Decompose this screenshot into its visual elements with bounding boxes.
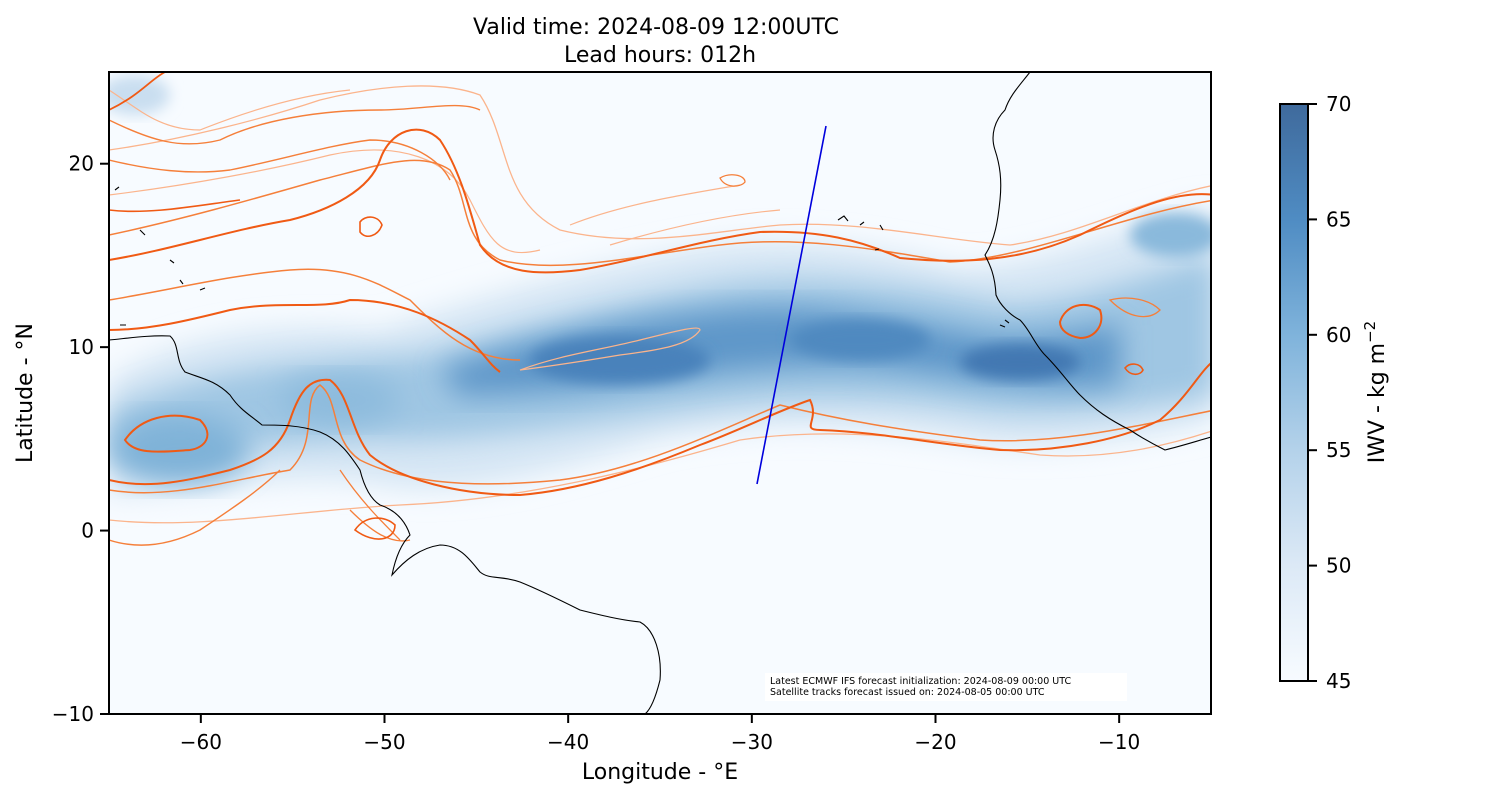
colorbar-tick-label: 50 xyxy=(1326,554,1351,578)
colorbar-tick-label: 60 xyxy=(1326,323,1351,347)
x-tick-label: −60 xyxy=(180,730,222,754)
annotation-box: Latest ECMWF IFS forecast initialization… xyxy=(765,673,1127,701)
map-panel: Latest ECMWF IFS forecast initialization… xyxy=(108,71,1212,715)
colorbar-gradient xyxy=(1279,103,1309,682)
y-axis-label: Latitude - °N xyxy=(13,323,38,463)
iwv-field xyxy=(109,75,1211,495)
colorbar-label-text: IWV - kg m xyxy=(1365,343,1390,463)
colorbar-label: IWV - kg m−2 xyxy=(1361,321,1390,463)
colorbar-label-superscript: −2 xyxy=(1361,321,1379,343)
colorbar-ticks: 45 50 55 60 65 70 xyxy=(1308,92,1351,693)
y-tick-label: 10 xyxy=(69,335,94,359)
x-tick-label: −10 xyxy=(1098,730,1140,754)
x-tick-label: −30 xyxy=(731,730,773,754)
x-axis: −60 −50 −40 −30 −20 −10 xyxy=(180,714,1140,754)
x-tick-label: −40 xyxy=(547,730,589,754)
x-axis-label: Longitude - °E xyxy=(582,760,738,785)
title-line-1: Valid time: 2024-08-09 12:00UTC xyxy=(473,15,839,40)
y-axis: −10 0 10 20 xyxy=(52,152,109,726)
x-tick-label: −20 xyxy=(914,730,956,754)
colorbar: 45 50 55 60 65 70 IWV - kg m−2 xyxy=(1279,92,1390,693)
satellite-track xyxy=(756,125,827,485)
colorbar-tick-label: 70 xyxy=(1326,92,1351,116)
annotation-line-2: Satellite tracks forecast issued on: 202… xyxy=(770,687,1045,698)
colorbar-tick-label: 65 xyxy=(1326,207,1351,231)
coastlines xyxy=(109,72,1211,714)
colorbar-tick-label: 45 xyxy=(1326,669,1351,693)
y-tick-label: 0 xyxy=(81,519,94,543)
y-tick-label: 20 xyxy=(69,152,94,176)
iwv-contours xyxy=(109,72,1211,546)
colorbar-tick-label: 55 xyxy=(1326,438,1351,462)
y-tick-label: −10 xyxy=(52,702,94,726)
map-frame xyxy=(108,71,1212,715)
annotation-line-1: Latest ECMWF IFS forecast initialization… xyxy=(770,676,1071,687)
x-tick-label: −50 xyxy=(363,730,405,754)
title-line-2: Lead hours: 012h xyxy=(564,43,756,68)
